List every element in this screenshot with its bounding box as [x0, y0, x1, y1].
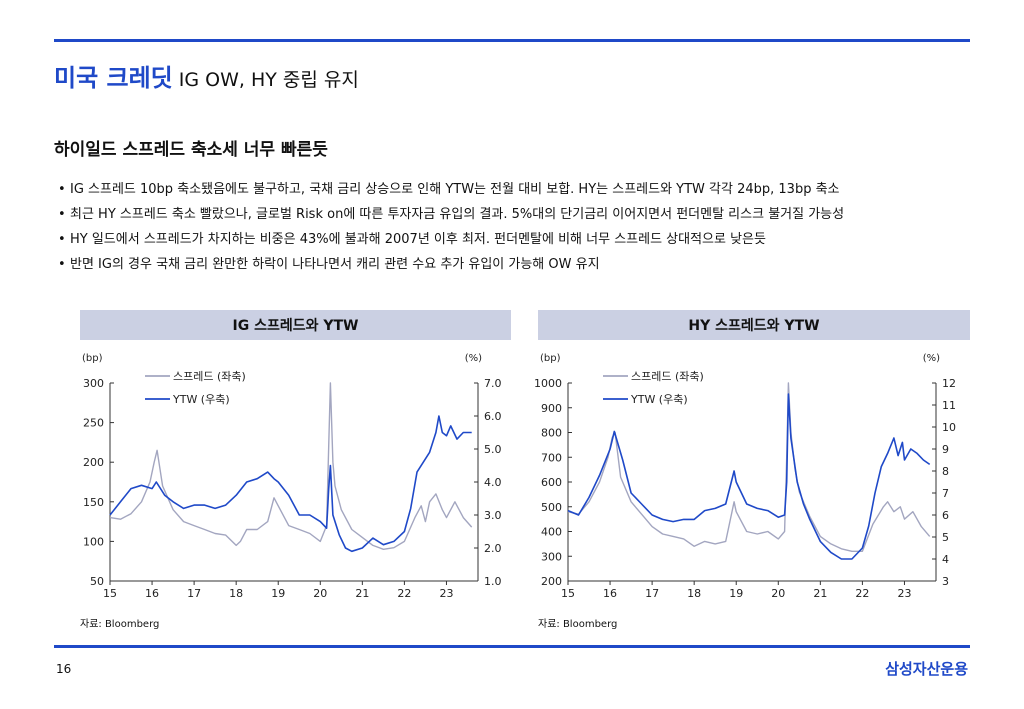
hy-chart-title: HY 스프레드와 YTW [538, 310, 970, 340]
left-tick-label: 300 [83, 377, 104, 390]
top-rule [54, 39, 970, 42]
left-tick-label: 300 [541, 550, 562, 563]
x-tick-label: 19 [729, 587, 743, 600]
x-tick-label: 23 [897, 587, 911, 600]
x-tick-label: 18 [229, 587, 243, 600]
x-tick-label: 20 [771, 587, 785, 600]
x-tick-label: 21 [813, 587, 827, 600]
left-tick-label: 250 [83, 417, 104, 430]
page-title-sub: IG OW, HY 중립 유지 [178, 69, 359, 91]
bullet-text: 반면 IG의 경우 국채 금리 완만한 하락이 나타나면서 캐리 관련 수요 추… [70, 257, 600, 272]
x-tick-label: 21 [355, 587, 369, 600]
right-tick-label: 2.0 [484, 542, 502, 555]
right-tick-label: 5 [942, 531, 949, 544]
bottom-rule [54, 645, 970, 648]
right-tick-label: 6 [942, 509, 949, 522]
legend-label: 스프레드 (좌축) [173, 370, 246, 383]
left-axis-unit: (bp) [82, 353, 103, 364]
x-tick-label: 16 [145, 587, 159, 600]
right-tick-label: 11 [942, 399, 956, 412]
bullet-dot: • [58, 207, 66, 222]
legend-label: YTW (우축) [630, 393, 688, 406]
right-axis-unit: (%) [923, 353, 940, 364]
x-tick-label: 17 [645, 587, 659, 600]
ig-chart-title: IG 스프레드와 YTW [80, 310, 511, 340]
x-tick-label: 18 [687, 587, 701, 600]
x-tick-label: 15 [561, 587, 575, 600]
section-title: 하이일드 스프레드 축소세 너무 빠른듯 [54, 140, 328, 160]
right-tick-label: 9 [942, 443, 949, 456]
right-tick-label: 5.0 [484, 443, 502, 456]
brand-logo-text: 삼성자산운용 [885, 660, 968, 678]
x-tick-label: 15 [103, 587, 117, 600]
legend-label: 스프레드 (좌축) [631, 370, 704, 383]
left-tick-label: 600 [541, 476, 562, 489]
left-tick-label: 800 [541, 427, 562, 440]
left-tick-label: 900 [541, 402, 562, 415]
bullet-text: 최근 HY 스프레드 축소 빨랐으나, 글로벌 Risk on에 따른 투자자금… [70, 207, 845, 222]
x-tick-label: 17 [187, 587, 201, 600]
right-tick-label: 10 [942, 421, 956, 434]
page-title-main: 미국 크레딧 [54, 64, 173, 92]
ytw-series-line [109, 415, 472, 553]
bullet-item: • 반면 IG의 경우 국채 금리 완만한 하락이 나타나면서 캐리 관련 수요 … [58, 252, 844, 277]
bullet-list: • IG 스프레드 10bp 축소됐음에도 불구하고, 국채 금리 상승으로 인해… [58, 177, 844, 277]
right-tick-label: 7.0 [484, 377, 502, 390]
right-tick-label: 1.0 [484, 575, 502, 588]
left-tick-label: 50 [90, 575, 104, 588]
ytw-series-line [567, 393, 931, 560]
page-number: 16 [56, 662, 72, 676]
left-tick-label: 150 [83, 496, 104, 509]
x-tick-label: 23 [439, 587, 453, 600]
ig-spread-ytw-chart: (bp) (%) 50 100 150 200 250 300 1.0 2.0 3.0 4.0 5.0 6… [82, 353, 502, 600]
right-axis-unit: (%) [465, 353, 482, 364]
bullet-item: • HY 일드에서 스프레드가 차지하는 비중은 43%에 불과해 2007년 이… [58, 227, 844, 252]
left-tick-label: 700 [541, 451, 562, 464]
left-tick-label: 100 [83, 535, 104, 548]
right-tick-label: 4 [942, 553, 949, 566]
left-tick-label: 200 [83, 456, 104, 469]
ig-chart-source: 자료: Bloomberg [80, 619, 160, 630]
bullet-text: IG 스프레드 10bp 축소됐음에도 불구하고, 국채 금리 상승으로 인해 … [70, 182, 840, 197]
bullet-dot: • [58, 232, 66, 247]
bullet-dot: • [58, 257, 66, 272]
x-tick-label: 22 [397, 587, 411, 600]
x-tick-label: 16 [603, 587, 617, 600]
left-tick-label: 500 [541, 501, 562, 514]
bullet-text: HY 일드에서 스프레드가 차지하는 비중은 43%에 불과해 2007년 이후… [70, 232, 766, 247]
right-tick-label: 7 [942, 487, 949, 500]
left-tick-label: 400 [541, 526, 562, 539]
right-tick-label: 6.0 [484, 410, 502, 423]
spread-series-line [109, 382, 473, 551]
bullet-dot: • [58, 182, 66, 197]
right-tick-label: 3.0 [484, 509, 502, 522]
right-tick-label: 4.0 [484, 476, 502, 489]
x-tick-label: 19 [271, 587, 285, 600]
left-axis-unit: (bp) [540, 353, 561, 364]
spread-series-line [567, 382, 931, 553]
right-tick-label: 12 [942, 377, 956, 390]
bullet-item: • IG 스프레드 10bp 축소됐음에도 불구하고, 국채 금리 상승으로 인해… [58, 177, 844, 202]
right-tick-label: 8 [942, 465, 949, 478]
hy-chart-source: 자료: Bloomberg [538, 619, 618, 630]
hy-spread-ytw-chart: (bp) (%) 200 300 400 500 600 700 800 900 1000 3 4 5 6 7… [534, 353, 956, 600]
x-tick-label: 20 [313, 587, 327, 600]
left-tick-label: 1000 [534, 377, 562, 390]
bullet-item: • 최근 HY 스프레드 축소 빨랐으나, 글로벌 Risk on에 따른 투자자… [58, 202, 844, 227]
page-title: 미국 크레딧 IG OW, HY 중립 유지 [54, 58, 359, 93]
left-tick-label: 200 [541, 575, 562, 588]
x-tick-label: 22 [855, 587, 869, 600]
legend-label: YTW (우축) [172, 393, 230, 406]
right-tick-label: 3 [942, 575, 949, 588]
